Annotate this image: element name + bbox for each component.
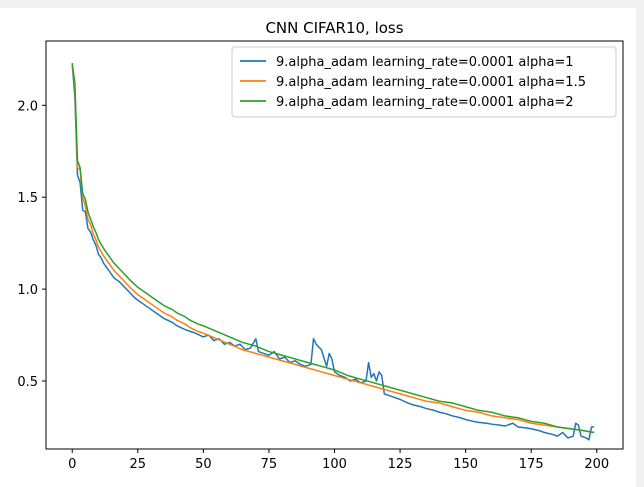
x-tick-label: 200 bbox=[584, 457, 609, 472]
x-tick-label: 175 bbox=[519, 457, 544, 472]
x-tick-label: 75 bbox=[261, 457, 278, 472]
chart-title: CNN CIFAR10, loss bbox=[265, 19, 403, 37]
y-tick-label: 0.5 bbox=[17, 375, 38, 390]
legend-label-1: 9.alpha_adam learning_rate=0.0001 alpha=… bbox=[276, 55, 574, 70]
window-top-strip bbox=[0, 0, 644, 8]
legend-label-2: 9.alpha_adam learning_rate=0.0001 alpha=… bbox=[276, 75, 586, 90]
y-tick-label: 2.0 bbox=[17, 99, 38, 114]
series-line-1 bbox=[71, 64, 595, 441]
legend-box bbox=[231, 46, 617, 118]
x-tick-label: 100 bbox=[322, 457, 347, 472]
window-right-strip bbox=[636, 0, 644, 487]
x-tick-label: 0 bbox=[68, 457, 76, 472]
y-axis: 0.5 1.0 1.5 2.0 bbox=[17, 99, 46, 390]
x-tick-label: 150 bbox=[453, 457, 478, 472]
x-axis: 0 25 50 75 100 125 150 175 200 bbox=[68, 449, 609, 472]
series-line-2 bbox=[71, 64, 595, 434]
x-tick-label: 50 bbox=[195, 457, 212, 472]
legend: 9.alpha_adam learning_rate=0.0001 alpha=… bbox=[231, 46, 617, 118]
x-tick-label: 125 bbox=[388, 457, 413, 472]
legend-label-3: 9.alpha_adam learning_rate=0.0001 alpha=… bbox=[276, 95, 574, 110]
series-layer bbox=[71, 62, 595, 441]
series-line-3 bbox=[71, 62, 595, 434]
y-tick-label: 1.5 bbox=[17, 191, 38, 206]
y-tick-label: 1.0 bbox=[17, 283, 38, 298]
x-tick-label: 25 bbox=[130, 457, 147, 472]
